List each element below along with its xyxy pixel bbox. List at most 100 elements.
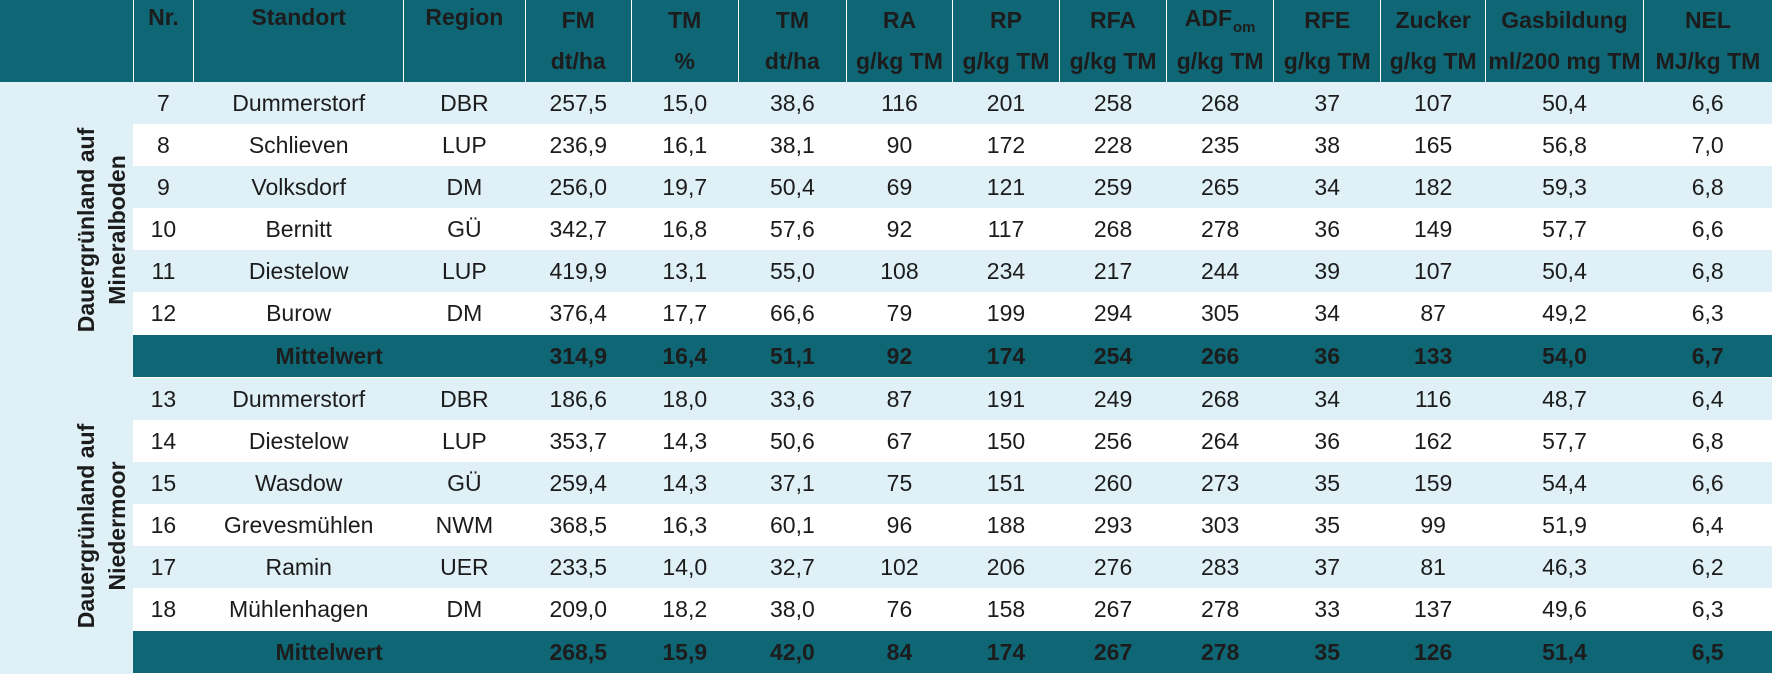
cell-tm-yield: 66,6 (738, 292, 847, 335)
cell-nr: 11 (133, 250, 194, 292)
cell-rfe: 35 (1273, 462, 1381, 504)
header-tm-percent: TM (630, 0, 739, 40)
unit-fm: dt/ha (524, 40, 632, 82)
cell-adf: 244 (1166, 250, 1274, 292)
header-ra: RA (845, 0, 953, 40)
table-row: Dauergrünland auf Niedermoor 13 Dummerstorf… (0, 377, 1772, 674)
cell-standort: Dummerstorf (193, 377, 404, 420)
cell-rfa: 260 (1059, 462, 1167, 504)
cell-rp: 117 (952, 208, 1060, 250)
unit-zucker: g/kg TM (1380, 40, 1486, 82)
cell-rfa: 228 (1059, 124, 1167, 166)
cell-tm-percent: 15,0 (631, 82, 739, 124)
cell-fm: 256,0 (525, 166, 632, 208)
cell-standort: Schlieven (193, 124, 404, 166)
cell-rfa: 268 (1059, 208, 1167, 250)
cell-rfa: 276 (1059, 546, 1167, 588)
cell-region: GÜ (403, 208, 526, 250)
cell-rfe: 33 (1273, 588, 1381, 631)
header-rp: RP (951, 0, 1060, 40)
cell-ra: 92 (846, 208, 953, 250)
cell-adf: 268 (1166, 377, 1274, 420)
header-nr: Nr. (132, 0, 194, 82)
cell-zucker: 81 (1380, 546, 1486, 588)
cell-adf: 303 (1166, 504, 1274, 546)
cell-fm: 209,0 (525, 588, 632, 631)
cell-standort: Bernitt (193, 208, 404, 250)
cell-rfe: 36 (1273, 208, 1381, 250)
header-fm: FM (524, 0, 632, 40)
cell-nr: 8 (133, 124, 194, 166)
mean-value: 133 (1380, 334, 1486, 378)
cell-tm-percent: 13,1 (631, 250, 739, 292)
unit-adf: g/kg TM (1166, 40, 1274, 82)
cell-tm-yield: 50,6 (738, 420, 847, 462)
table-row: 12 Burow DM 376,4 17,7 66,6 79 199 294 305 34 87 49,… (0, 292, 1772, 335)
cell-zucker: 87 (1380, 292, 1486, 335)
mean-value: 126 (1380, 630, 1486, 674)
unit-rp: g/kg TM (951, 40, 1060, 82)
cell-fm: 236,9 (525, 124, 632, 166)
cell-region: DM (403, 588, 526, 631)
cell-rfe: 36 (1273, 420, 1381, 462)
cell-adf: 265 (1166, 166, 1274, 208)
mean-value: 267 (1059, 630, 1167, 674)
group-label: Dauergrünland auf Niedermoor (0, 377, 133, 674)
cell-tm-percent: 17,7 (631, 292, 739, 335)
header-rfe: RFE (1273, 0, 1381, 40)
group-label: Dauergrünland auf Mineralboden (0, 82, 133, 378)
cell-rfe: 37 (1273, 546, 1381, 588)
cell-rfe: 34 (1273, 166, 1381, 208)
cell-gasbildung: 50,4 (1485, 250, 1644, 292)
cell-rfa: 259 (1059, 166, 1167, 208)
mean-value: 92 (846, 334, 953, 378)
cell-nel: 6,3 (1643, 588, 1772, 631)
mean-row: Mittelwert 314,9 16,4 51,1 92 174 254 266 36 133 5… (0, 334, 1772, 378)
cell-fm: 419,9 (525, 250, 632, 292)
cell-tm-yield: 37,1 (738, 462, 847, 504)
cell-tm-yield: 38,1 (738, 124, 847, 166)
cell-nr: 14 (133, 420, 194, 462)
table-row: 16 Grevesmühlen NWM 368,5 16,3 60,1 96 188 293 30… (0, 504, 1772, 546)
cell-nel: 6,4 (1643, 377, 1772, 420)
cell-standort: Grevesmühlen (193, 504, 404, 546)
cell-rfa: 267 (1059, 588, 1167, 631)
cell-rfa: 293 (1059, 504, 1167, 546)
cell-nel: 6,6 (1643, 82, 1772, 124)
cell-standort: Diestelow (193, 250, 404, 292)
cell-rfa: 249 (1059, 377, 1167, 420)
cell-rp: 191 (952, 377, 1060, 420)
group-label-line1: Dauergrünland auf (73, 127, 100, 332)
cell-zucker: 107 (1380, 250, 1486, 292)
header-row-units: dt/ha % dt/ha g/kg TM g/kg TM g/kg TM g/… (0, 40, 1772, 82)
cell-fm: 257,5 (525, 82, 632, 124)
header-standort: Standort (193, 0, 404, 82)
unit-rfa: g/kg TM (1059, 40, 1167, 82)
cell-zucker: 165 (1380, 124, 1486, 166)
cell-rfe: 35 (1273, 504, 1381, 546)
unit-nel: MJ/kg TM (1642, 40, 1772, 82)
cell-tm-yield: 50,4 (738, 166, 847, 208)
cell-tm-yield: 38,0 (738, 588, 847, 631)
cell-rp: 201 (952, 82, 1060, 124)
cell-adf: 278 (1166, 208, 1274, 250)
mean-value: 254 (1059, 334, 1167, 378)
cell-fm: 259,4 (525, 462, 632, 504)
cell-gasbildung: 54,4 (1485, 462, 1644, 504)
cell-tm-percent: 14,3 (631, 462, 739, 504)
cell-region: LUP (403, 250, 526, 292)
cell-zucker: 159 (1380, 462, 1486, 504)
unit-tm-yield: dt/ha (737, 40, 847, 82)
cell-tm-percent: 16,8 (631, 208, 739, 250)
cell-fm: 368,5 (525, 504, 632, 546)
cell-rfe: 38 (1273, 124, 1381, 166)
cell-nr: 12 (133, 292, 194, 335)
mean-value: 15,9 (631, 630, 739, 674)
cell-nel: 6,6 (1643, 208, 1772, 250)
cell-adf: 273 (1166, 462, 1274, 504)
mean-value: 36 (1273, 334, 1381, 378)
cell-gasbildung: 48,7 (1485, 377, 1644, 420)
cell-zucker: 182 (1380, 166, 1486, 208)
cell-tm-yield: 33,6 (738, 377, 847, 420)
unit-ra: g/kg TM (845, 40, 953, 82)
